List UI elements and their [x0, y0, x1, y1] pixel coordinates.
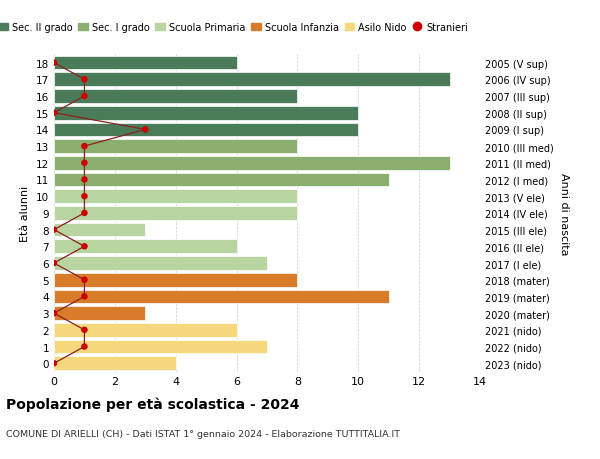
Text: Popolazione per età scolastica - 2024: Popolazione per età scolastica - 2024 — [6, 396, 299, 411]
Bar — [54, 106, 358, 120]
Bar — [54, 123, 358, 137]
Point — [49, 310, 59, 317]
Bar — [54, 157, 449, 170]
Bar — [54, 240, 236, 254]
Bar — [54, 90, 298, 104]
Bar — [54, 357, 176, 370]
Bar — [54, 140, 298, 154]
Bar — [54, 273, 298, 287]
Bar — [54, 56, 236, 70]
Bar — [54, 190, 298, 204]
Bar — [54, 340, 267, 353]
Point — [80, 160, 89, 167]
Bar — [54, 207, 298, 220]
Point — [49, 260, 59, 267]
Point — [80, 343, 89, 351]
Point — [80, 293, 89, 301]
Bar — [54, 73, 449, 87]
Point — [80, 326, 89, 334]
Y-axis label: Età alunni: Età alunni — [20, 185, 31, 241]
Bar — [54, 290, 389, 303]
Bar — [54, 323, 236, 337]
Point — [140, 126, 150, 134]
Point — [80, 210, 89, 217]
Bar — [54, 173, 389, 187]
Point — [80, 143, 89, 151]
Point — [80, 193, 89, 201]
Point — [49, 110, 59, 117]
Point — [49, 360, 59, 367]
Point — [49, 60, 59, 67]
Point — [80, 176, 89, 184]
Text: COMUNE DI ARIELLI (CH) - Dati ISTAT 1° gennaio 2024 - Elaborazione TUTTITALIA.IT: COMUNE DI ARIELLI (CH) - Dati ISTAT 1° g… — [6, 429, 400, 438]
Bar — [54, 223, 145, 237]
Point — [80, 276, 89, 284]
Point — [80, 243, 89, 251]
Bar — [54, 307, 145, 320]
Bar — [54, 257, 267, 270]
Point — [49, 226, 59, 234]
Y-axis label: Anni di nascita: Anni di nascita — [559, 172, 569, 255]
Legend: Sec. II grado, Sec. I grado, Scuola Primaria, Scuola Infanzia, Asilo Nido, Stran: Sec. II grado, Sec. I grado, Scuola Prim… — [0, 19, 472, 37]
Point — [80, 93, 89, 101]
Point — [80, 76, 89, 84]
